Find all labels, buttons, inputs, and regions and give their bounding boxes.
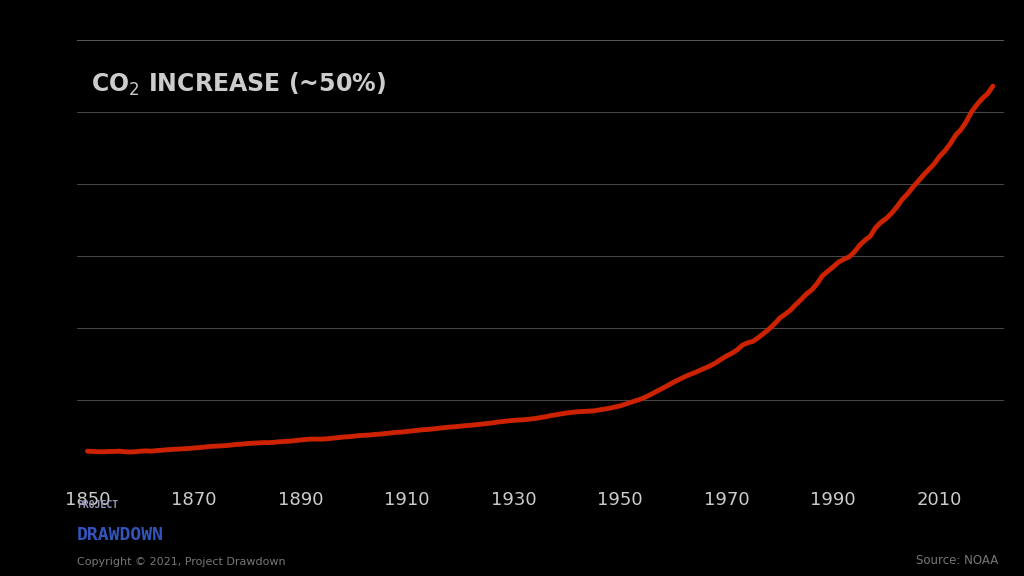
- Text: PROJECT: PROJECT: [77, 500, 118, 510]
- Text: Source: NOAA: Source: NOAA: [916, 554, 998, 567]
- Text: DRAWDOWN: DRAWDOWN: [77, 526, 164, 544]
- Text: Copyright © 2021, Project Drawdown: Copyright © 2021, Project Drawdown: [77, 558, 286, 567]
- Text: CO$_2$ INCREASE (~50%): CO$_2$ INCREASE (~50%): [91, 71, 386, 98]
